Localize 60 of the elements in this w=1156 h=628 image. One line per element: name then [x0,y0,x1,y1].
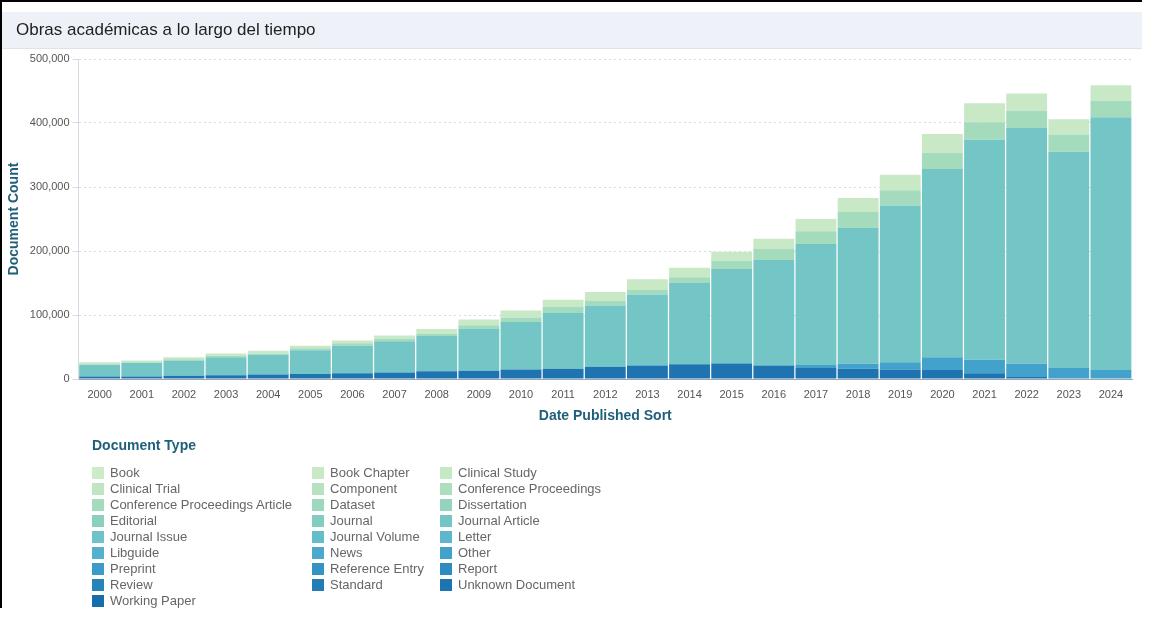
legend-label: Unknown Document [458,577,576,592]
x-tick-label: 2010 [508,387,534,400]
legend-title: Document Type [92,437,197,453]
x-tick-label: 2007 [382,387,407,400]
legend-label: Review [110,577,153,592]
legend-label: Conference Proceedings [458,481,602,496]
x-tick-label: 2002 [171,387,197,400]
legend-label: Other [458,545,491,560]
legend-label: Reference Entry [330,561,424,576]
legend-label: News [330,545,363,560]
y-tick-label: 0 [63,372,70,385]
legend-label: Journal Issue [110,529,188,544]
y-axis-title: Document Count [5,162,22,276]
x-tick-label: 2013 [635,387,660,400]
y-tick-label: 300,000 [29,180,70,193]
legend-label: Clinical Study [458,465,537,480]
x-tick-label: 2022 [1014,387,1039,400]
y-tick-label: 400,000 [29,116,70,129]
chart-title: Obras académicas a lo largo del tiempo [2,12,1142,49]
x-tick-label: 2009 [466,387,492,400]
x-tick-label: 2008 [424,387,449,400]
legend-label: Book [110,465,140,480]
x-tick-label: 2012 [593,387,618,400]
x-tick-label: 2003 [213,387,239,400]
legend-label: Journal [330,513,373,528]
y-tick-label: 500,000 [29,52,70,65]
x-tick-label: 2014 [677,387,702,400]
x-tick-label: 2020 [930,387,955,400]
x-tick-label: 2000 [87,387,112,400]
x-tick-label: 2015 [719,387,744,400]
legend-label: Standard [330,577,383,592]
x-tick-label: 2016 [761,387,787,400]
legend-label: Preprint [110,561,156,576]
x-tick-label: 2018 [845,387,871,400]
legend-label: Conference Proceedings Article [110,497,293,512]
x-tick-label: 2021 [972,387,997,400]
legend-label: Working Paper [110,593,196,608]
legend-label: Dataset [330,497,375,512]
legend-label: Component [330,481,398,496]
x-tick-label: 2023 [1056,387,1082,400]
x-axis-title: Date Published Sort [538,407,673,424]
y-tick-label: 200,000 [29,244,70,257]
y-tick-label: 100,000 [29,308,70,321]
legend-label: Report [458,561,498,576]
legend-label: Libguide [110,545,160,560]
legend-label: Journal Article [458,513,540,528]
legend-label: Book Chapter [330,465,410,480]
legend-label: Editorial [110,513,157,528]
x-tick-label: 2005 [298,387,323,400]
x-tick-label: 2017 [803,387,829,400]
legend-label: Clinical Trial [110,481,181,496]
legend-label: Letter [458,529,492,544]
x-tick-label: 2024 [1098,387,1124,400]
legend-label: Journal Volume [330,529,420,544]
x-tick-label: 2004 [255,387,281,400]
x-tick-label: 2011 [551,387,575,400]
legend-label: Dissertation [458,497,527,512]
x-tick-label: 2001 [129,387,155,400]
x-tick-label: 2006 [340,387,365,400]
x-tick-label: 2019 [888,387,913,400]
